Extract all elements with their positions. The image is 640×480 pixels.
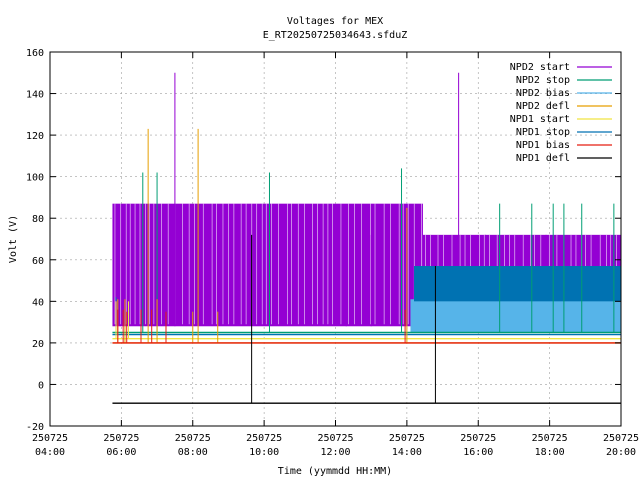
x-tick-date-label: 250725 bbox=[317, 433, 353, 444]
series-layer bbox=[112, 72, 621, 404]
y-tick-label: 0 bbox=[38, 380, 44, 391]
y-tick-label: 160 bbox=[26, 48, 44, 59]
x-axis-label: Time (yymmdd HH:MM) bbox=[278, 466, 392, 477]
chart-title: Voltages for MEX bbox=[287, 16, 383, 27]
legend-label: NPD2 start bbox=[510, 62, 570, 73]
x-tick-time-label: 20:00 bbox=[606, 447, 636, 458]
x-tick-date-label: 250725 bbox=[389, 433, 425, 444]
legend-label: NPD1 stop bbox=[516, 127, 570, 138]
series-npd1-start bbox=[112, 301, 621, 340]
y-axis-label: Volt (V) bbox=[8, 215, 19, 263]
y-tick-label: 140 bbox=[26, 90, 44, 101]
legend-label: NPD2 stop bbox=[516, 75, 570, 86]
legend: NPD2 start NPD2 stop NPD2 bias NPD2 defl NPD… bbox=[510, 62, 612, 164]
x-tick-time-label: 08:00 bbox=[178, 447, 208, 458]
x-tick-time-label: 16:00 bbox=[463, 447, 493, 458]
legend-label: NPD1 defl bbox=[516, 153, 570, 164]
y-tick-label: 80 bbox=[32, 214, 44, 225]
x-tick-time-label: 04:00 bbox=[35, 447, 65, 458]
chart-subtitle: E_RT20250725034643.sfduZ bbox=[263, 30, 408, 41]
legend-label: NPD1 start bbox=[510, 114, 570, 125]
x-tick-date-label: 250725 bbox=[32, 433, 68, 444]
x-tick-date-label: 250725 bbox=[532, 433, 568, 444]
legend-label: NPD2 defl bbox=[516, 101, 570, 112]
x-tick-date-label: 250725 bbox=[246, 433, 282, 444]
y-tick-label: -20 bbox=[26, 422, 44, 433]
y-tick-label: 60 bbox=[32, 256, 44, 267]
series-npd2-bias bbox=[410, 299, 621, 333]
y-tick-label: 120 bbox=[26, 131, 44, 142]
x-tick-date-label: 250725 bbox=[175, 433, 211, 444]
y-tick-label: 40 bbox=[32, 297, 44, 308]
x-axis: 250725 04:00 250725 06:00 250725 08:00 250725 1… bbox=[32, 52, 639, 458]
series-npd1-stop bbox=[112, 266, 621, 336]
series-band bbox=[414, 266, 621, 302]
x-tick-date-label: 250725 bbox=[460, 433, 496, 444]
x-tick-time-label: 18:00 bbox=[535, 447, 565, 458]
y-tick-label: 20 bbox=[32, 339, 44, 350]
series-npd1-defl bbox=[112, 234, 621, 404]
series-npd1-bias bbox=[112, 309, 621, 344]
legend-label: NPD1 bias bbox=[516, 140, 570, 151]
x-tick-time-label: 14:00 bbox=[392, 447, 422, 458]
series-band bbox=[112, 203, 423, 327]
x-tick-time-label: 12:00 bbox=[320, 447, 350, 458]
y-axis: -20 0 20 40 60 80 100 120 140 160 bbox=[26, 48, 621, 433]
x-tick-time-label: 06:00 bbox=[106, 447, 136, 458]
x-tick-time-label: 10:00 bbox=[249, 447, 279, 458]
y-tick-label: 100 bbox=[26, 173, 44, 184]
x-tick-date-label: 250725 bbox=[603, 433, 639, 444]
x-tick-date-label: 250725 bbox=[103, 433, 139, 444]
series-band bbox=[410, 299, 621, 333]
legend-label: NPD2 bias bbox=[516, 88, 570, 99]
